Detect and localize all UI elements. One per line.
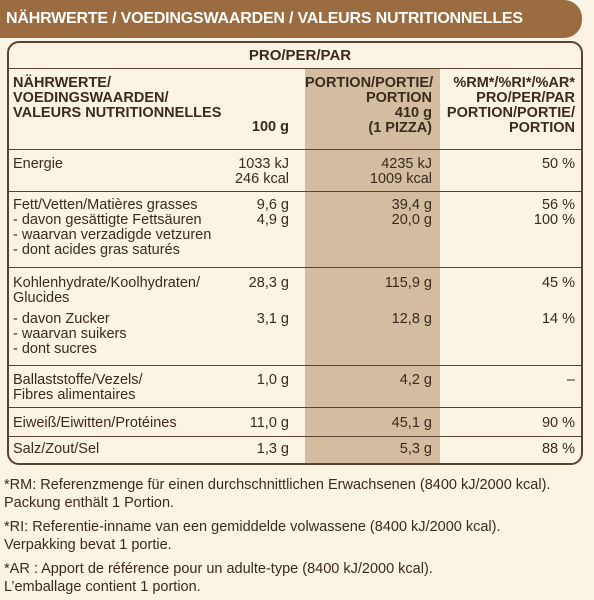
label-line: - dont sucres	[13, 341, 97, 357]
salt-per-portion: 5,3 g	[399, 441, 432, 457]
saturated-fat-per-100g: 4,9 g	[256, 212, 289, 228]
fibre-per-100g: 1,0 g	[256, 372, 289, 388]
carbohydrates-per-100g: 28,3 g	[248, 275, 289, 291]
header-line: PORTION	[365, 90, 432, 106]
header-line: VOEDINGSWAARDEN/	[13, 90, 169, 106]
salt-percent: 88 %	[541, 441, 575, 457]
header-line: PORTION	[508, 120, 575, 136]
header-line: PRO/PER/PAR	[476, 90, 575, 106]
row-label-saturated-fat: - davon gesättigte Fettsäuren - waarvan …	[13, 213, 211, 258]
header-100g: 100 g	[251, 119, 289, 135]
label-line: - davon gesättigte Fettsäuren	[13, 212, 202, 228]
per-header: PRO/PER/PAR	[9, 43, 581, 69]
fat-percent: 56 %	[541, 197, 575, 213]
divider	[9, 436, 581, 437]
row-label-energy: Energie	[13, 156, 63, 172]
header-line: NÄHRWERTE/	[13, 75, 112, 91]
fat-per-100g: 9,6 g	[256, 197, 289, 213]
footnote-ar-portion: L’emballage contient 1 portion.	[4, 579, 201, 595]
header-line: (1 PIZZA)	[368, 120, 432, 136]
row-label-fat: Fett/Vetten/Matières grasses	[13, 197, 198, 213]
carbohydrates-per-portion: 115,9 g	[384, 275, 432, 291]
divider	[9, 407, 581, 408]
fat-per-portion: 39,4 g	[391, 197, 432, 213]
fibre-percent: –	[566, 372, 575, 388]
header-portion: PORTION/PORTIE/ PORTION 410 g (1 PIZZA)	[305, 75, 434, 136]
footnote-rm-portion: Packung enthält 1 Portion.	[4, 495, 175, 511]
saturated-fat-per-portion: 20,0 g	[391, 212, 432, 228]
row-label-sugars: - davon Zucker - waarvan suikers - dont …	[13, 312, 127, 357]
footnote-ar: *AR : Apport de référence pour un adulte…	[4, 561, 433, 577]
label-line: - waarvan suikers	[13, 326, 127, 342]
footnote-ri-portion: Verpakking bevat 1 portie.	[4, 537, 172, 553]
energy-percent: 50 %	[541, 156, 575, 172]
value-line: 1033 kJ	[238, 156, 289, 172]
row-label-carbohydrates: Kohlenhydrate/Koolhydraten/ Glucides	[13, 276, 200, 306]
carbohydrates-percent: 45 %	[541, 275, 575, 291]
divider	[9, 267, 581, 268]
label-line: Ballaststoffe/Vezels/	[13, 372, 143, 388]
header-line: PORTION/PORTIE/	[446, 105, 575, 121]
row-label-fibre: Ballaststoffe/Vezels/ Fibres alimentaire…	[13, 373, 143, 403]
value-line: 4235 kJ	[381, 156, 432, 172]
sugars-per-portion: 12,8 g	[391, 311, 432, 327]
divider	[9, 191, 581, 192]
header-percent-ri: %RM*/%RI*/%AR* PRO/PER/PAR PORTION/PORTI…	[429, 76, 575, 136]
label-line: Kohlenhydrate/Koolhydraten/	[13, 275, 201, 291]
row-label-salt: Salz/Zout/Sel	[13, 441, 100, 457]
energy-per-100g: 1033 kJ 246 kcal	[209, 157, 289, 187]
header-nutrient-column: NÄHRWERTE/ VOEDINGSWAARDEN/ VALEURS NUTR…	[13, 76, 221, 121]
divider	[9, 365, 581, 366]
label-line: Fibres alimentaires	[13, 387, 136, 403]
sugars-percent: 14 %	[541, 311, 575, 327]
divider	[9, 149, 581, 150]
protein-percent: 90 %	[541, 415, 575, 431]
label-line: - davon Zucker	[13, 311, 110, 327]
label-line: - dont acides gras saturés	[13, 242, 180, 258]
footnote-rm: *RM: Referenzmenge für einen durchschnit…	[4, 477, 551, 493]
sugars-per-100g: 3,1 g	[256, 311, 289, 327]
label-line: - waarvan verzadigde vetzuren	[13, 227, 212, 243]
energy-per-portion: 4235 kJ 1009 kcal	[329, 157, 432, 187]
label-line: Glucides	[13, 290, 70, 306]
header-line: %RM*/%RI*/%AR*	[453, 75, 575, 91]
title-banner: NÄHRWERTE / VOEDINGSWAARDEN / VALEURS NU…	[0, 0, 582, 38]
row-label-protein: Eiweiß/Eiwitten/Protéines	[13, 415, 177, 431]
portion-column-highlight	[305, 69, 440, 463]
value-line: 1009 kcal	[369, 171, 432, 187]
header-line: 410 g	[394, 105, 432, 121]
header-line: VALEURS NUTRITIONNELLES	[13, 105, 222, 121]
protein-per-portion: 45,1 g	[391, 415, 432, 431]
protein-per-100g: 11,0 g	[249, 415, 289, 431]
salt-per-100g: 1,3 g	[256, 441, 289, 457]
saturated-fat-percent: 100 %	[533, 212, 575, 228]
value-line: 246 kcal	[234, 171, 289, 187]
nutrition-table: PRO/PER/PAR NÄHRWERTE/ VOEDINGSWAARDEN/ …	[7, 41, 583, 465]
header-line: PORTION/PORTIE/	[305, 75, 434, 91]
footnote-ri: *RI: Referentie-inname van een gemiddeld…	[4, 519, 501, 535]
fibre-per-portion: 4,2 g	[399, 372, 432, 388]
